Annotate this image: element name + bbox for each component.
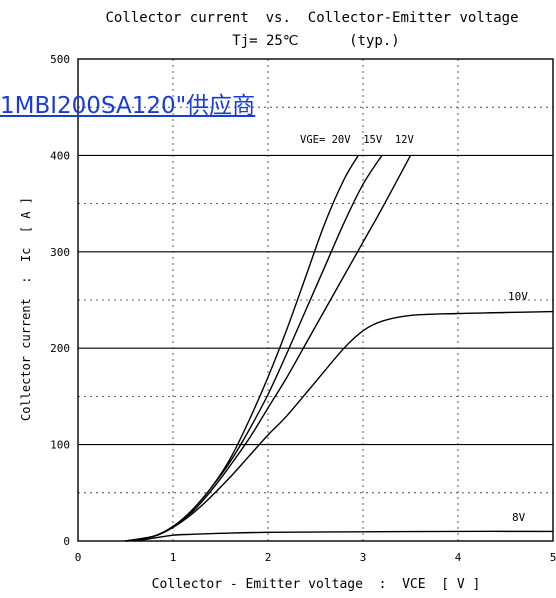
series-label-8v: 8V [512, 511, 526, 524]
series-label-10v: 10V [508, 290, 528, 303]
chart-subtitle: Tj= 25℃ (typ.) [232, 33, 399, 49]
series-line-10v [125, 310, 554, 542]
x-tick-label: 0 [75, 551, 82, 564]
x-tick-label: 3 [360, 551, 367, 564]
x-tick-label: 4 [455, 551, 462, 564]
y-tick-label: 300 [50, 246, 70, 259]
plot-frame [77, 58, 554, 542]
series-line-8v [134, 530, 554, 542]
series-lines [125, 155, 554, 542]
x-axis-label: Collector - Emitter voltage : VCE [ V ] [152, 577, 481, 592]
y-tick-label: 400 [50, 149, 70, 162]
watermark-link[interactable]: 1MBI200SA120"供应商 [0, 93, 256, 119]
y-tick-label: 100 [50, 439, 70, 452]
grid [78, 58, 553, 542]
x-tick-label: 2 [265, 551, 272, 564]
y-tick-label: 0 [63, 535, 70, 548]
series-line-12v [125, 155, 412, 542]
x-tick-label: 5 [550, 551, 556, 564]
axes: 0 100 200 300 400 500 0 1 2 3 4 5 [50, 53, 556, 564]
chart-title: Collector current vs. Collector-Emitter … [105, 10, 518, 26]
series-label-group: VGE= 20V 15V 12V [300, 134, 414, 146]
y-tick-label: 500 [50, 53, 70, 66]
x-tick-label: 1 [170, 551, 177, 564]
y-tick-label: 200 [50, 342, 70, 355]
y-axis-label: Collector current : Ic [ A ] [19, 197, 33, 421]
